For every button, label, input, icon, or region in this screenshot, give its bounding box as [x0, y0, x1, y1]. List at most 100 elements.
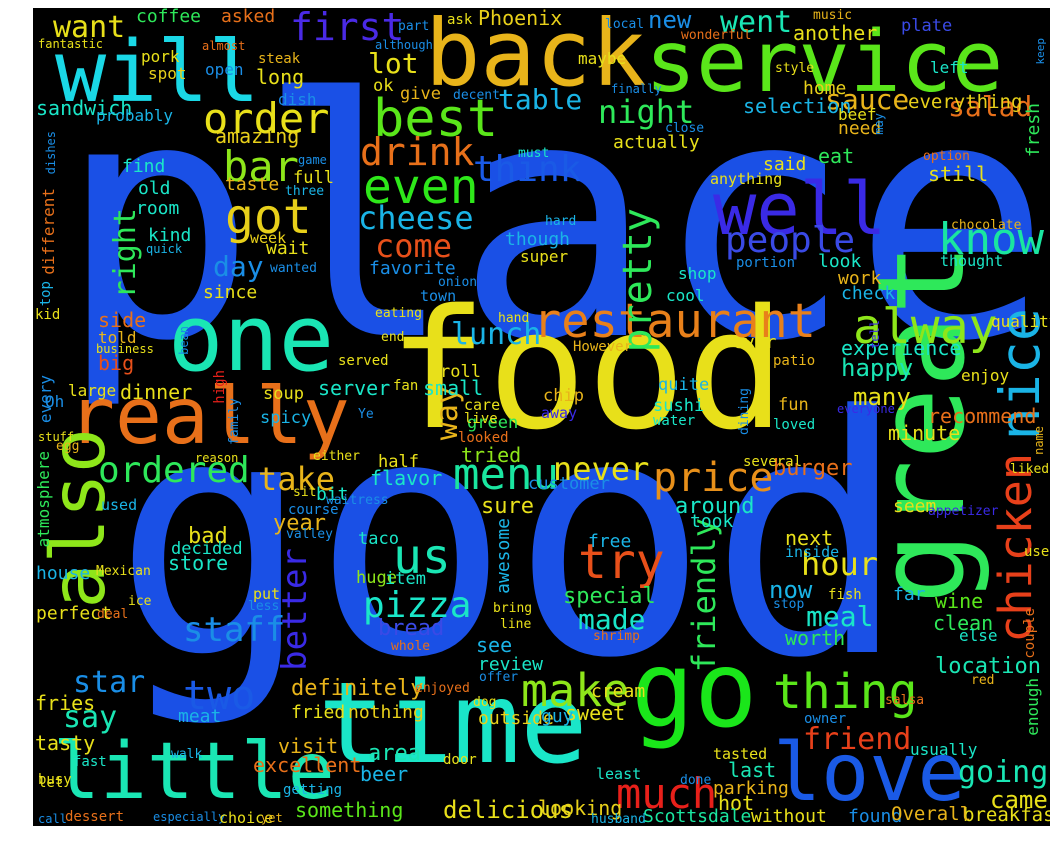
word-said: said	[763, 154, 807, 175]
word-stop: stop	[773, 597, 805, 612]
word-never: never	[553, 450, 650, 488]
word-especially: especially	[153, 810, 226, 824]
word-two: two	[183, 673, 256, 719]
word-something: something	[295, 798, 404, 822]
word-finally: finally	[611, 82, 662, 96]
word-decent: decent	[453, 88, 500, 103]
word-waitress: waitress	[326, 493, 389, 508]
word-area: area	[368, 741, 421, 766]
word-definitely: definitely	[291, 676, 424, 701]
word-pizza: pizza	[363, 585, 472, 626]
word-dishes: dishes	[44, 131, 58, 175]
word-ye: Ye	[358, 407, 374, 422]
word-shop: shop	[678, 264, 717, 283]
word-bar: bar	[223, 142, 299, 191]
word-overall: Overall	[891, 803, 972, 825]
word-music: music	[813, 8, 853, 23]
word-ice: ice	[128, 594, 152, 609]
word-course: course	[288, 502, 339, 518]
word-tell: tell	[868, 320, 882, 349]
word-beer: beer	[360, 762, 409, 786]
word-close: close	[665, 121, 705, 136]
word-guy: guy	[541, 706, 574, 727]
word-yet: yet	[261, 811, 283, 825]
word-fast: fast	[73, 754, 107, 770]
word-going: going	[958, 755, 1049, 790]
word-tasty: tasty	[35, 731, 96, 755]
word-even: even	[363, 159, 479, 215]
word-looking: looking	[538, 796, 623, 820]
word-pretty: pretty	[615, 208, 661, 353]
word-live: live	[464, 411, 498, 427]
word-anything: anything	[710, 170, 783, 188]
word-couple: couple	[1022, 608, 1038, 659]
word-recommend: recommend	[928, 404, 1037, 428]
word-full: full	[293, 168, 334, 188]
word-far: far	[893, 584, 926, 605]
word-dinner: dinner	[120, 380, 193, 404]
word-offer: offer	[479, 670, 519, 685]
word-come: come	[375, 227, 453, 265]
word-wanted: wanted	[270, 261, 317, 276]
word-enough: enough	[1023, 678, 1042, 736]
word-drink: drink	[360, 130, 475, 174]
word-ask: ask	[447, 12, 473, 28]
word-local: local	[605, 17, 645, 32]
word-green: green	[467, 413, 519, 433]
word-look: look	[818, 251, 862, 272]
word-house: house	[36, 563, 91, 584]
word-amazing: amazing	[215, 124, 300, 148]
word-year: year	[273, 511, 326, 536]
word-say: say	[63, 700, 118, 735]
word-week: week	[250, 229, 287, 247]
word-spot: spot	[148, 64, 187, 83]
word-may: may	[872, 113, 886, 135]
word-meat: meat	[178, 706, 222, 727]
word-getting: getting	[283, 782, 343, 798]
word-new: new	[648, 8, 692, 34]
word-happy: happy	[841, 354, 914, 382]
word-made: made	[578, 603, 646, 636]
word-good: good	[113, 346, 908, 730]
word-cloud: place good food great back service will one real…	[33, 8, 1050, 826]
word-bad: bad	[188, 524, 228, 549]
word-valley: valley	[286, 527, 333, 542]
word-fish: fish	[828, 587, 862, 603]
word-phoenix: Phoenix	[478, 8, 563, 30]
word-plate: plate	[901, 16, 953, 36]
word-less: less	[248, 599, 280, 614]
word-came: came	[990, 786, 1048, 814]
word-pork: pork	[141, 47, 180, 66]
word-meal: meal	[806, 600, 874, 633]
word-clean: clean	[933, 611, 994, 635]
word-day: day	[213, 250, 264, 283]
word-liked: liked	[1010, 462, 1050, 477]
word-keep: keep	[1034, 38, 1047, 65]
word-inside: inside	[785, 543, 840, 561]
word-onion: onion	[438, 275, 478, 290]
word-friendly: friendly	[685, 518, 723, 673]
word-went: went	[720, 8, 793, 40]
word-sweet: sweet	[565, 701, 626, 725]
word-quite: quite	[658, 375, 710, 395]
word-told: told	[98, 328, 137, 347]
word-lot: lot	[368, 47, 419, 80]
word-without: without	[751, 806, 827, 826]
word-dish: dish	[278, 90, 317, 109]
word-friend: friend	[803, 722, 912, 757]
word-super: super	[520, 247, 569, 266]
word-sandwich: sandwich	[36, 96, 133, 120]
word-half: half	[378, 452, 419, 472]
word-best: best	[373, 89, 499, 149]
word-steak: steak	[258, 51, 301, 67]
word-see: see	[476, 633, 513, 657]
word-wait: wait	[266, 238, 310, 259]
word-much: much	[616, 769, 718, 818]
word-oh: Oh	[45, 392, 65, 411]
word-restaurant: restaurant	[533, 294, 816, 349]
word-looked: looked	[458, 430, 509, 446]
word-visit: visit	[278, 734, 339, 758]
word-check: check	[841, 283, 896, 304]
word-mexican: Mexican	[96, 564, 151, 579]
word-star: star	[73, 665, 146, 700]
